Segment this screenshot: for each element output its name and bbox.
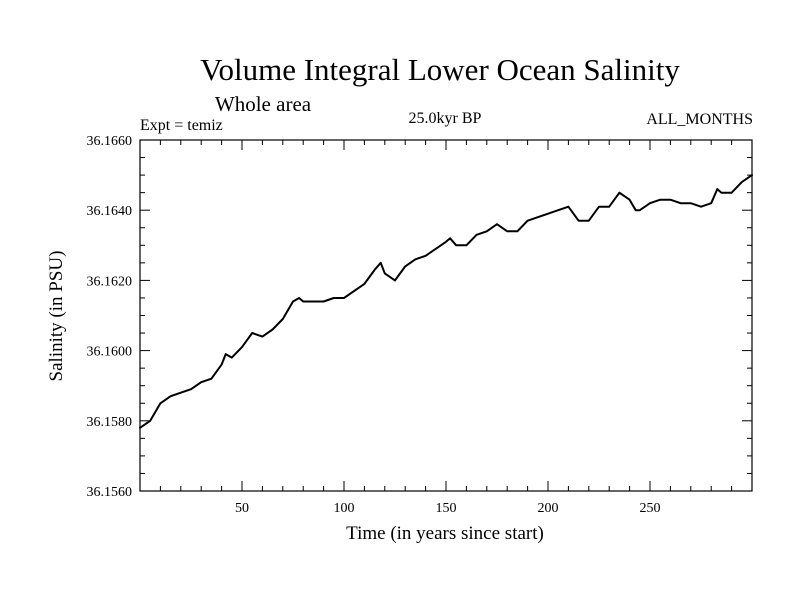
y-axis-label: Salinity (in PSU): [46, 251, 67, 382]
experiment-label: Expt = temiz: [140, 117, 223, 134]
time-period-label: 25.0kyr BP: [409, 110, 482, 127]
y-tick-label: 36.1620: [87, 274, 133, 289]
y-tick-label: 36.1580: [87, 415, 133, 430]
x-tick-label: 50: [235, 501, 249, 516]
x-tick-label: 250: [640, 501, 661, 516]
x-axis-ticks: 50 100 150 200 250: [235, 140, 661, 516]
plot-frame: [139, 139, 753, 492]
x-tick-label: 200: [538, 501, 559, 516]
months-label: ALL_MONTHS: [646, 111, 753, 128]
y-tick-label: 36.1660: [87, 134, 133, 149]
salinity-series-line: [139, 174, 753, 429]
y-tick-label: 36.1640: [87, 204, 133, 219]
y-tick-label: 36.1560: [87, 485, 133, 500]
x-tick-label: 100: [334, 501, 355, 516]
chart-subtitle: Whole area: [215, 92, 312, 116]
minor-ticks: [140, 140, 752, 491]
y-tick-label: 36.1600: [87, 345, 133, 360]
chart-title: Volume Integral Lower Ocean Salinity: [200, 52, 680, 87]
y-axis-ticks: 36.1560 36.1580 36.1600 36.1620 36.1640 36.16…: [87, 134, 752, 500]
x-tick-label: 150: [436, 501, 457, 516]
x-axis-label: Time (in years since start): [346, 523, 544, 544]
